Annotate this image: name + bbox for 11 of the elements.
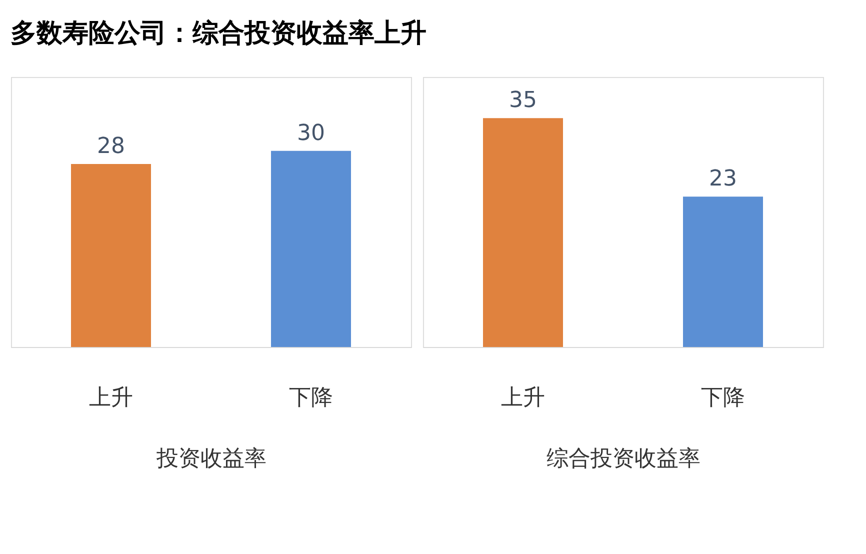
x-tick-label: 下降 [701, 386, 745, 410]
chart-title: 多数寿险公司：综合投资收益率上升 [10, 18, 426, 48]
x-axis-title: 投资收益率 [156, 446, 266, 472]
data-label: 35 [509, 88, 537, 114]
data-label: 28 [97, 134, 125, 159]
x-tick-label: 上升 [501, 386, 545, 410]
data-label: 23 [709, 166, 737, 192]
x-tick-label: 下降 [289, 386, 333, 410]
x-tick-label: 上升 [89, 386, 133, 410]
x-axis-title: 综合投资收益率 [546, 446, 700, 472]
data-label: 30 [297, 120, 325, 146]
